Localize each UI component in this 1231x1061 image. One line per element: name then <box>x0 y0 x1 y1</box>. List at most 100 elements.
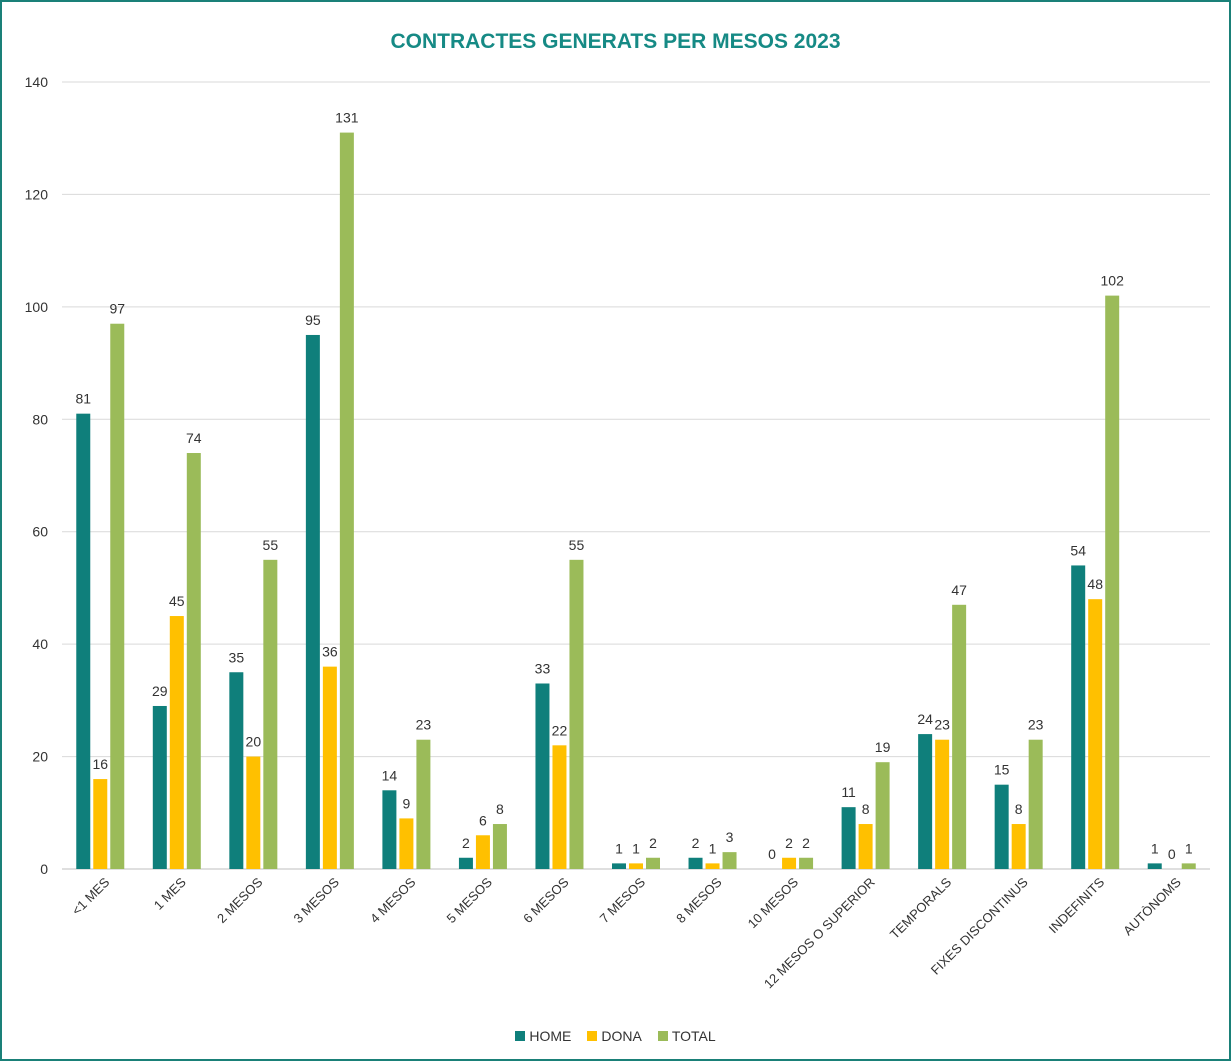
x-tick-label: 1 MES <box>151 874 189 912</box>
bar <box>952 604 967 869</box>
x-tick-label: 8 MESOS <box>673 874 725 926</box>
legend-label: TOTAL <box>671 1028 716 1044</box>
data-label: 22 <box>552 722 568 738</box>
bar <box>169 616 184 869</box>
bar <box>782 857 797 869</box>
legend-item: TOTAL <box>657 1028 716 1044</box>
data-label: 23 <box>934 717 950 733</box>
legend-swatch <box>515 1031 526 1041</box>
bar <box>1181 863 1196 869</box>
bar <box>263 559 278 869</box>
y-tick-label: 80 <box>32 411 48 427</box>
data-label: 2 <box>785 835 793 851</box>
data-label: 23 <box>1028 717 1044 733</box>
y-tick-label: 40 <box>32 636 48 652</box>
bar <box>552 745 567 869</box>
y-tick-label: 140 <box>25 74 49 90</box>
legend-item: DONA <box>587 1028 642 1044</box>
legend-item: HOME <box>515 1028 571 1044</box>
bar <box>994 784 1009 869</box>
bar <box>339 132 354 870</box>
bar <box>629 863 643 869</box>
bar <box>152 705 167 869</box>
x-tick-label: AUTÒNOMS <box>1120 874 1184 938</box>
legend-label: HOME <box>529 1028 572 1044</box>
bar <box>76 413 91 869</box>
legend-swatch <box>587 1031 598 1041</box>
bar <box>858 824 873 869</box>
bar <box>935 739 950 869</box>
bar <box>229 672 244 869</box>
data-label: 0 <box>1168 846 1176 862</box>
bar <box>1011 824 1026 869</box>
bar <box>322 666 337 869</box>
data-label: 1 <box>1151 840 1159 856</box>
bar <box>186 453 201 869</box>
x-tick-label: <1 MES <box>69 874 113 918</box>
bar <box>1105 295 1120 870</box>
bar <box>305 334 320 869</box>
data-label: 54 <box>1070 542 1086 558</box>
data-label: 1 <box>1185 840 1193 856</box>
bar <box>492 824 507 869</box>
data-label: 47 <box>951 582 967 598</box>
bar <box>612 863 626 869</box>
data-label: 3 <box>726 829 734 845</box>
bar <box>1028 739 1043 869</box>
data-label: 29 <box>152 683 168 699</box>
bar <box>382 790 397 869</box>
data-label: 23 <box>416 717 432 733</box>
x-tick-label: 10 MESOS <box>745 874 802 931</box>
bar <box>535 683 550 869</box>
bar <box>399 818 414 869</box>
x-tick-label: 7 MESOS <box>597 874 649 926</box>
bar <box>799 857 814 869</box>
y-tick-label: 100 <box>25 299 49 315</box>
data-label: 55 <box>263 537 279 553</box>
data-label: 81 <box>75 391 91 407</box>
data-label: 97 <box>109 301 125 317</box>
y-tick-label: 120 <box>25 186 49 202</box>
data-label: 1 <box>615 840 623 856</box>
x-tick-label: 2 MESOS <box>214 874 266 926</box>
data-label: 8 <box>496 801 504 817</box>
data-label: 8 <box>862 801 870 817</box>
legend-swatch <box>657 1031 668 1041</box>
y-tick-label: 0 <box>40 861 48 877</box>
bar <box>93 779 108 869</box>
data-label: 2 <box>802 835 810 851</box>
bar <box>646 857 660 869</box>
y-tick-label: 60 <box>32 524 48 540</box>
data-label: 9 <box>403 795 411 811</box>
data-label: 8 <box>1015 801 1023 817</box>
x-tick-label: 6 MESOS <box>520 874 572 926</box>
bar <box>458 857 473 869</box>
bar <box>875 762 890 869</box>
y-tick-label: 20 <box>32 749 48 765</box>
bar <box>918 734 933 869</box>
bar <box>1147 863 1162 869</box>
bar <box>246 756 261 869</box>
bar <box>705 863 720 869</box>
x-tick-label: 5 MESOS <box>444 874 496 926</box>
bar <box>110 323 125 869</box>
data-label: 95 <box>305 312 321 328</box>
chart-title: CONTRACTES GENERATS PER MESOS 2023 <box>390 30 841 53</box>
bar <box>688 857 703 869</box>
data-label: 20 <box>246 734 262 750</box>
data-label: 1 <box>709 840 717 856</box>
data-label: 0 <box>768 846 776 862</box>
data-label: 36 <box>322 644 338 660</box>
x-tick-label: 4 MESOS <box>367 874 419 926</box>
data-label: 16 <box>92 756 108 772</box>
data-label: 19 <box>875 739 891 755</box>
bar <box>1071 565 1086 869</box>
data-label: 45 <box>169 593 185 609</box>
data-label: 11 <box>841 784 856 800</box>
data-label: 1 <box>632 840 640 856</box>
data-label: 2 <box>692 835 700 851</box>
x-tick-label: TEMPORALS <box>887 874 955 942</box>
data-label: 24 <box>917 711 933 727</box>
data-label: 15 <box>994 762 1010 778</box>
